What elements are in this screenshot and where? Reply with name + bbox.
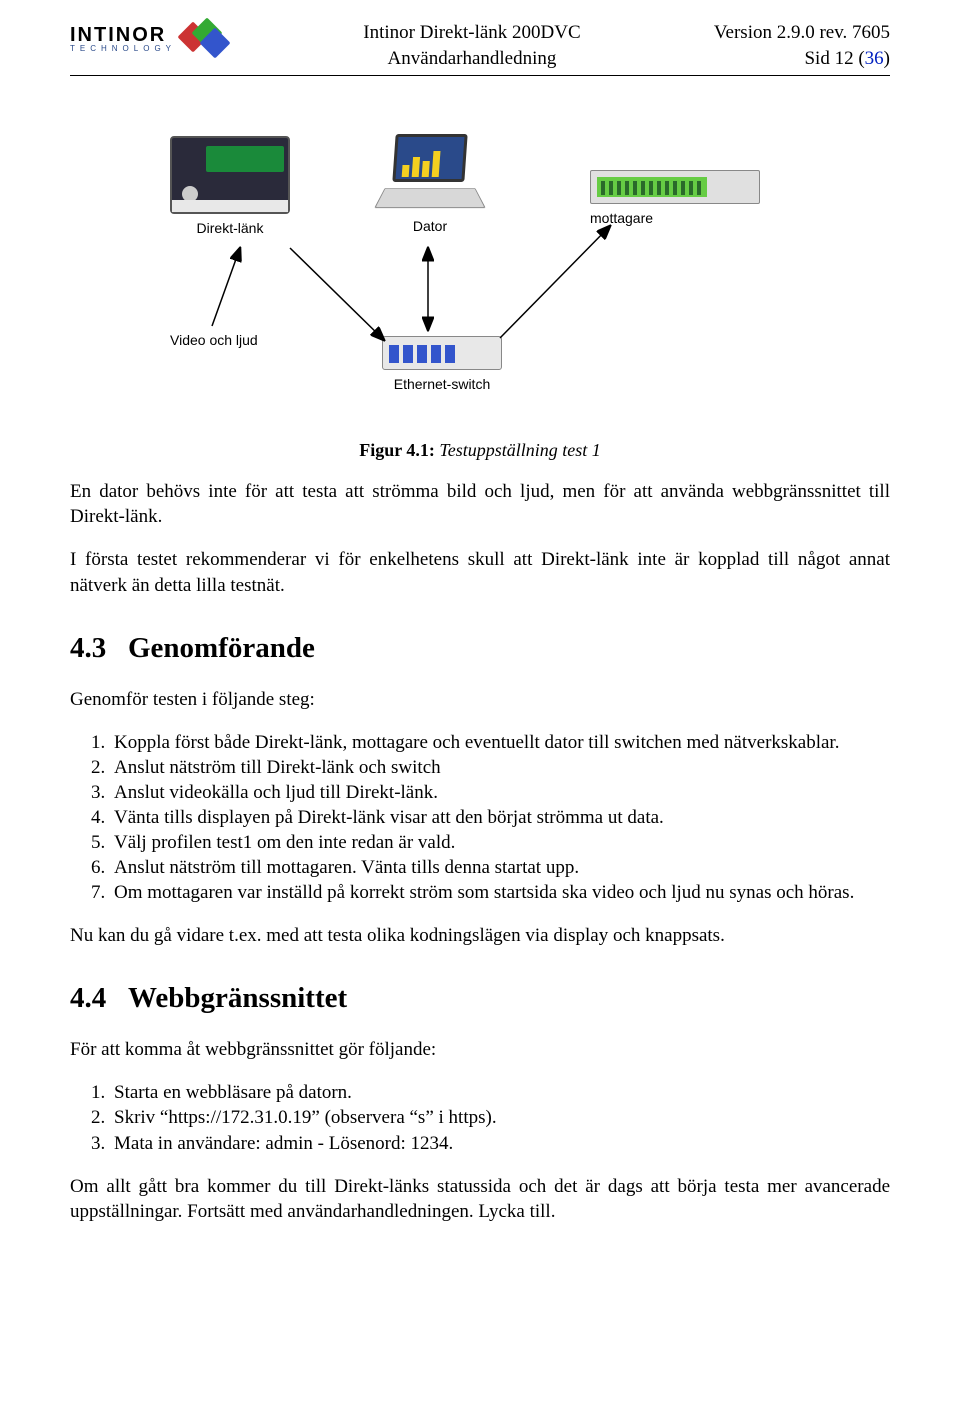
step-item: Anslut nätström till Direkt-länk och swi…	[110, 755, 890, 780]
doc-page-total: 36	[865, 48, 884, 69]
section-4-4-title: Webbgränssnittet	[128, 982, 347, 1014]
paragraph-4: Nu kan du gå vidare t.ex. med att testa …	[70, 923, 890, 948]
header-title: Intinor Direkt-länk 200DVC Användarhandl…	[230, 20, 714, 71]
logo: INTINOR TECHNOLOGY	[70, 20, 230, 58]
section-4-3-title: Genomförande	[128, 632, 315, 664]
step-item: Starta en webbläsare på datorn.	[110, 1080, 890, 1105]
step-item: Vänta tills displayen på Direkt-länk vis…	[110, 805, 890, 830]
section-4-3: 4.3 Genomförande	[70, 632, 890, 665]
step-item: Anslut nätström till mottagaren. Vänta t…	[110, 855, 890, 880]
step-item: Om mottagaren var inställd på korrekt st…	[110, 880, 890, 905]
logo-sub: TECHNOLOGY	[70, 45, 176, 53]
step-item: Skriv “https://172.31.0.19” (observera “…	[110, 1105, 890, 1130]
section-4-4-num: 4.4	[70, 982, 106, 1014]
paragraph-6: Om allt gått bra kommer du till Direkt-l…	[70, 1174, 890, 1224]
setup-diagram: Direkt-länk Dator mottagare	[170, 126, 790, 426]
steps-4-3: Koppla först både Direkt-länk, mottagare…	[70, 730, 890, 906]
page-header: INTINOR TECHNOLOGY Intinor Direkt-länk 2…	[70, 20, 890, 76]
section-4-4: 4.4 Webbgränssnittet	[70, 982, 890, 1015]
diagram-arrows	[170, 126, 790, 426]
figure-label: Figur 4.1:	[359, 440, 435, 460]
step-item: Välj profilen test1 om den inte redan är…	[110, 830, 890, 855]
doc-page-suffix: )	[884, 48, 890, 69]
step-item: Mata in användare: admin - Lösenord: 123…	[110, 1131, 890, 1156]
logo-main: INTINOR	[70, 25, 176, 45]
steps-4-4: Starta en webbläsare på datorn. Skriv “h…	[70, 1080, 890, 1155]
figure-text: Testuppställning test 1	[439, 440, 600, 460]
step-item: Koppla först både Direkt-länk, mottagare…	[110, 730, 890, 755]
logo-icon	[180, 20, 230, 58]
doc-title-2: Användarhandledning	[388, 48, 557, 69]
doc-title-1: Intinor Direkt-länk 200DVC	[363, 22, 580, 43]
figure-caption: Figur 4.1: Testuppställning test 1	[70, 440, 890, 461]
header-meta: Version 2.9.0 rev. 7605 Sid 12 (36)	[714, 20, 890, 71]
paragraph-5: För att komma åt webbgränssnittet gör fö…	[70, 1037, 890, 1062]
paragraph-1: En dator behövs inte för att testa att s…	[70, 479, 890, 529]
paragraph-3: Genomför testen i följande steg:	[70, 687, 890, 712]
step-item: Anslut videokälla och ljud till Direkt-l…	[110, 780, 890, 805]
doc-page-prefix: Sid 12 (	[804, 48, 864, 69]
doc-version: Version 2.9.0 rev. 7605	[714, 22, 890, 43]
section-4-3-num: 4.3	[70, 632, 106, 664]
paragraph-2: I första testet rekommenderar vi för enk…	[70, 547, 890, 597]
